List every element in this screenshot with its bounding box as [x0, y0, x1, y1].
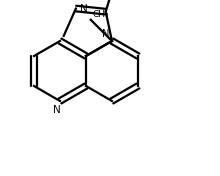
Text: N: N — [53, 105, 61, 115]
Text: CH₃: CH₃ — [93, 10, 109, 19]
Text: N: N — [102, 29, 109, 39]
Text: N: N — [80, 4, 88, 14]
